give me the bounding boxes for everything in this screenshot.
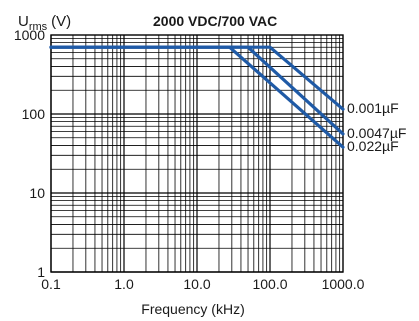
series-label: 0.022µF (347, 138, 399, 154)
y-axis-label-main: U (18, 13, 29, 30)
y-tick-label: 100 (22, 106, 46, 122)
y-tick-label: 1 (37, 264, 45, 280)
x-axis-label: Frequency (kHz) (141, 301, 244, 317)
chart-title: 2000 VDC/700 VAC (153, 13, 277, 29)
x-tick-label: 1.0 (114, 276, 134, 292)
y-axis-label-subscript: rms (29, 21, 48, 33)
x-tick-label: 1000.0 (322, 276, 365, 292)
series-label: 0.001µF (347, 100, 399, 116)
y-tick-label: 10 (29, 185, 45, 201)
x-tick-label: 10.0 (183, 276, 210, 292)
y-axis-label-unit: (V) (51, 13, 71, 30)
x-tick-label: 100.0 (252, 276, 287, 292)
